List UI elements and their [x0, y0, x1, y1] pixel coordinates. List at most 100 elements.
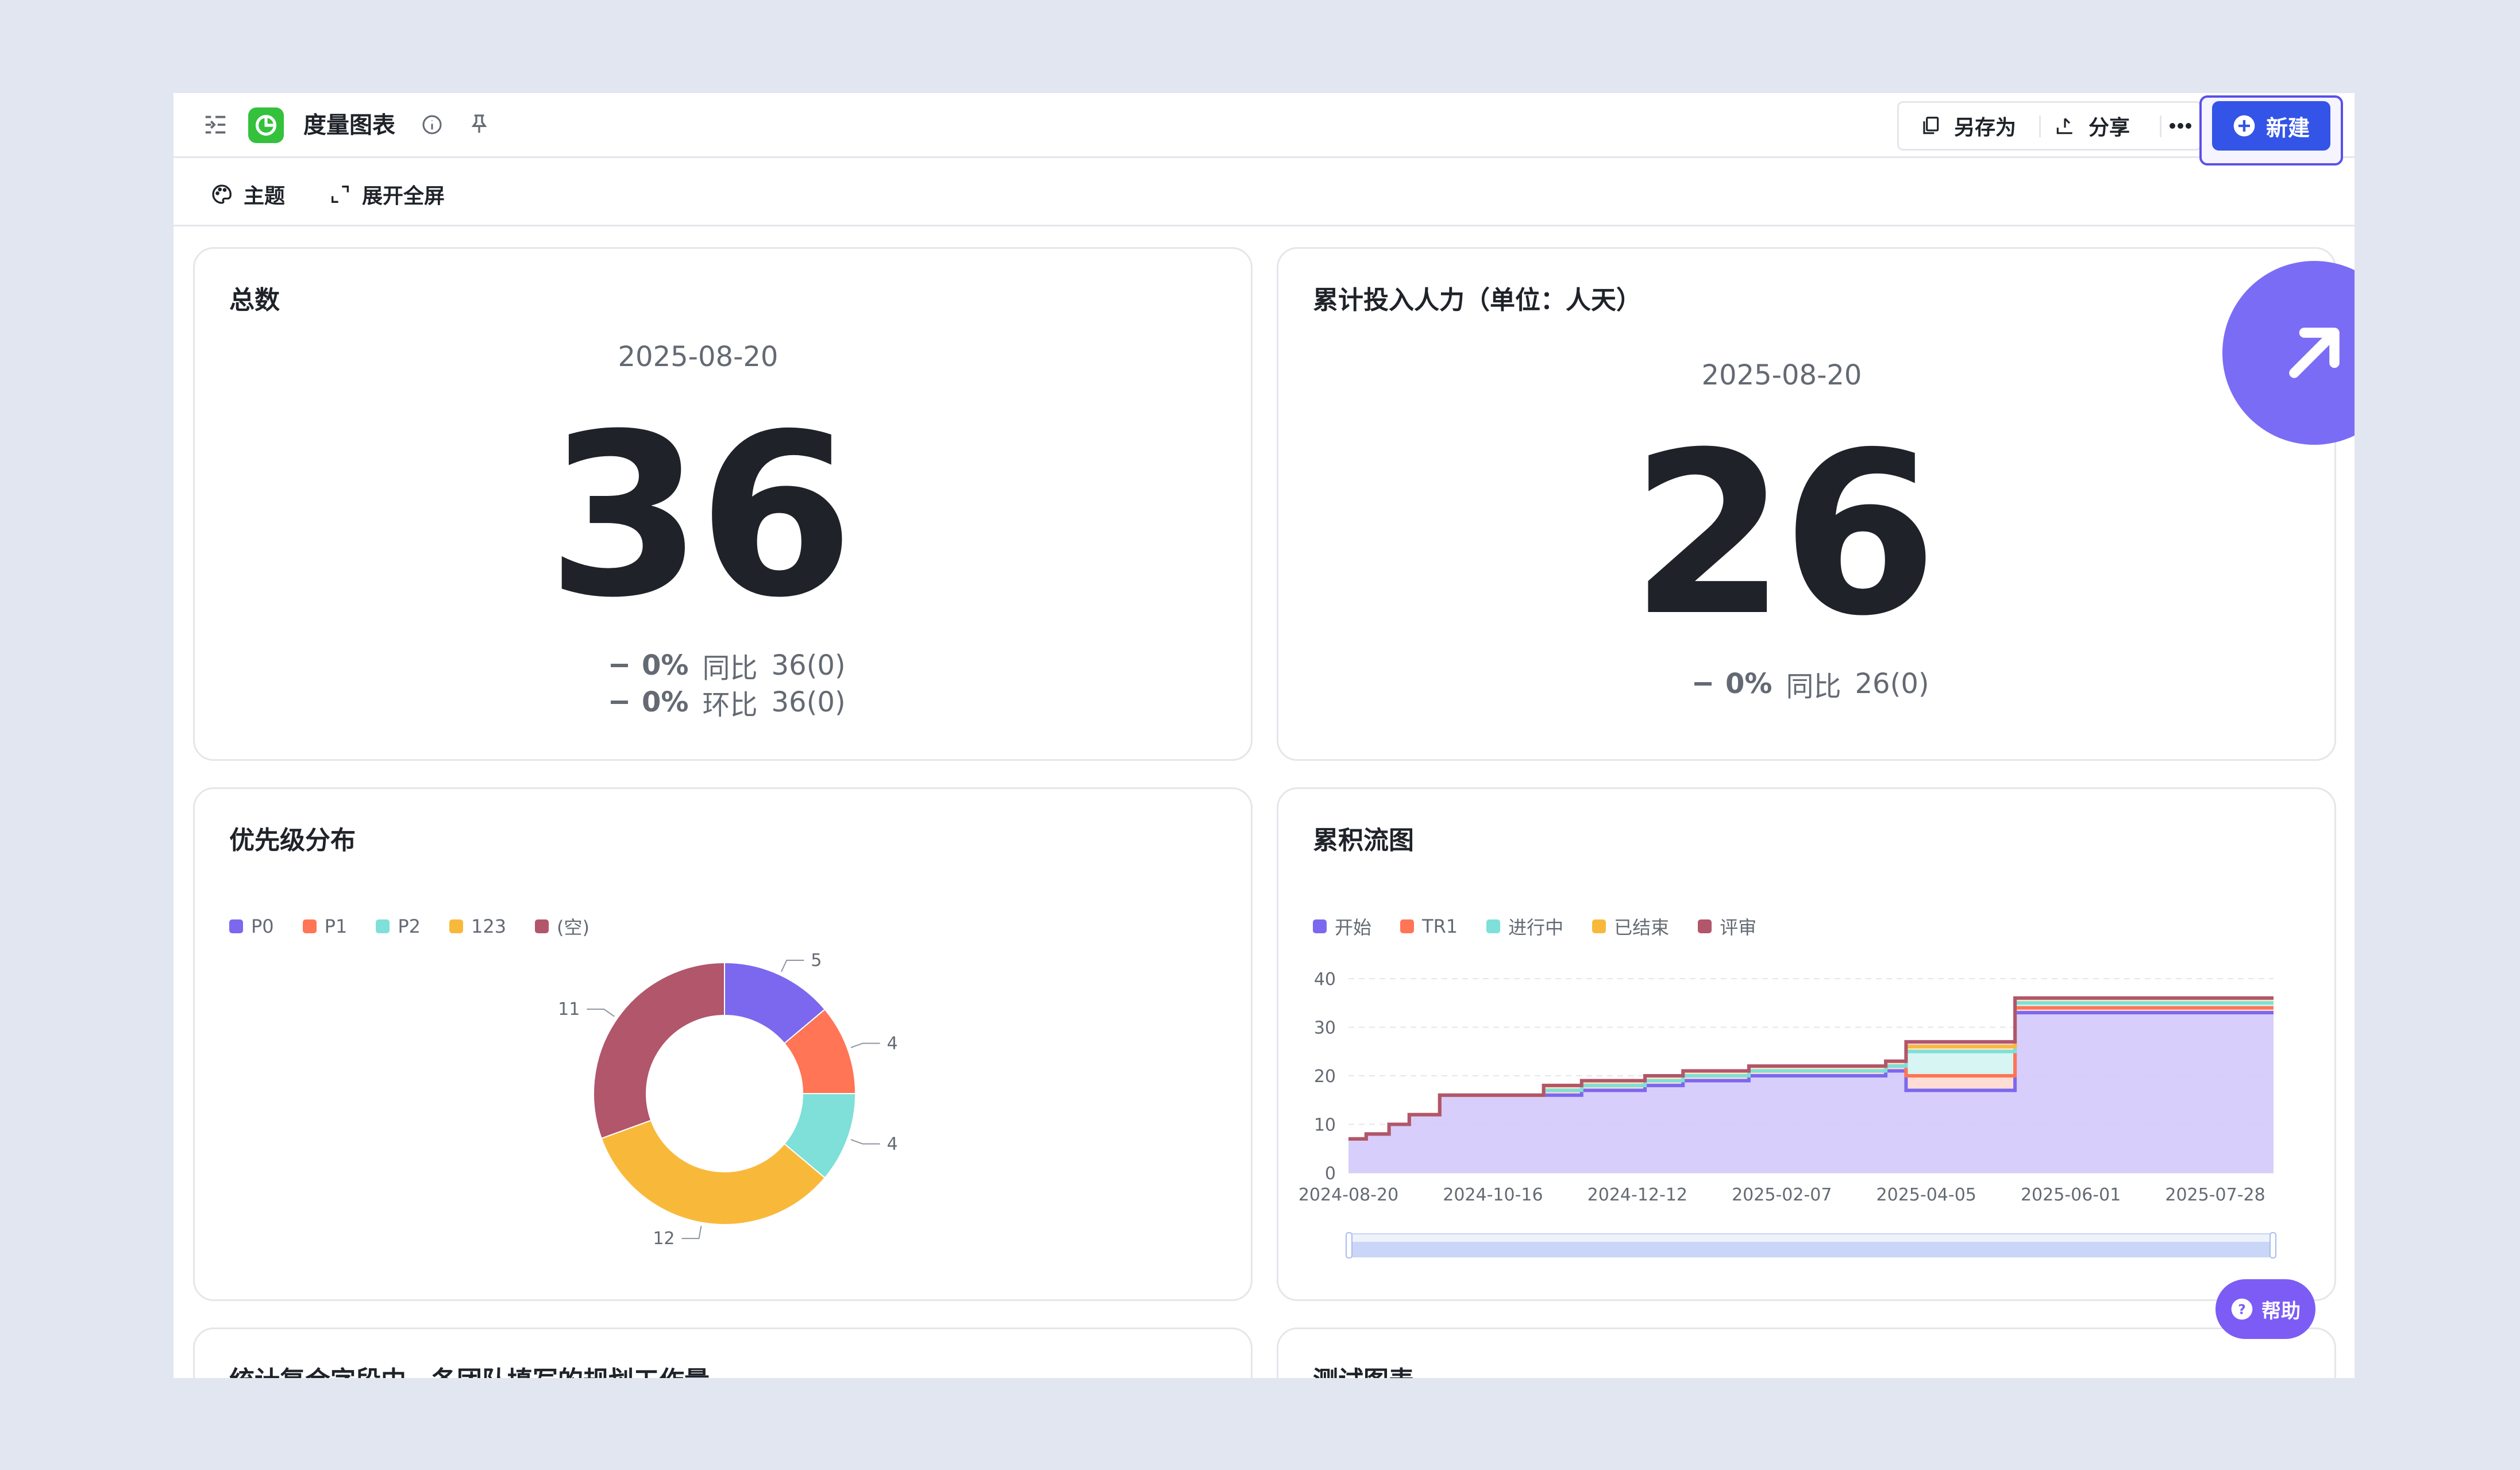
pie-label-line — [681, 1226, 702, 1240]
cfd-area-已结束 — [1348, 998, 2274, 1139]
save-as-button[interactable]: 另存为 — [1920, 103, 2016, 149]
test-chart-card: 测试图表 — [1277, 1327, 2336, 1378]
save-as-label: 另存为 — [1954, 116, 2017, 140]
pie-legend-item[interactable]: 123 — [449, 913, 506, 940]
x-tick-label: 2024-10-16 — [1443, 1185, 1543, 1205]
total-count-card: 总数 2025-08-20 36 0% 同比 36(0) 0% 环比 36(0) — [193, 247, 1253, 761]
info-icon[interactable] — [421, 113, 444, 136]
pie-label-line — [587, 1009, 615, 1017]
cfd-legend-item[interactable]: TR1 — [1400, 913, 1458, 940]
legend-swatch — [1698, 919, 1712, 933]
legend-swatch — [1400, 919, 1415, 933]
share-button[interactable]: 分享 — [2054, 103, 2130, 149]
legend-label: 开始 — [1335, 917, 1372, 938]
team-workload-card: 统计复合字段中，各团队填写的规划工作量 — [193, 1327, 1253, 1378]
pie-data-label: 5 — [811, 951, 822, 971]
x-tick-label: 2025-04-05 — [1876, 1185, 1976, 1205]
pie-label-line — [850, 1139, 880, 1145]
cumulative-flow-chart: 0 10 20 30 40 2024-08-20 2024-10-16 2024-12-12 2… — [1298, 969, 2276, 1259]
cfd-line-评审[interactable] — [1348, 996, 2274, 1141]
plus-circle-icon — [2233, 115, 2255, 137]
pie-data-label: 4 — [887, 1033, 898, 1053]
share-icon — [2056, 118, 2072, 134]
zoom-slider-preview — [1348, 1242, 2274, 1257]
priority-distribution-card: 优先级分布 P0 P1 P2 123 (空) 5 4 4 12 11 — [193, 787, 1253, 1301]
cfd-legend-item[interactable]: 评审 — [1698, 913, 1756, 940]
pie-legend-item[interactable]: P2 — [376, 913, 421, 940]
card-title: 优先级分布 — [229, 826, 356, 855]
legend-label: 评审 — [1720, 917, 1757, 938]
kpi-date: 2025-08-20 — [1701, 359, 1862, 391]
legend-label: 123 — [471, 915, 507, 937]
copy-icon — [1923, 117, 1939, 134]
dash-icon — [611, 664, 628, 667]
pie-legend-item[interactable]: P1 — [302, 913, 347, 940]
kpi-yoy-row: 0% 同比 26(0) — [1694, 664, 1929, 704]
cfd-area-TR1 — [1348, 1007, 2274, 1139]
zoom-handle-right[interactable] — [2269, 1232, 2276, 1259]
kpi-value: 26 — [1630, 404, 1938, 665]
cfd-area-开始 — [1348, 1013, 2274, 1173]
x-tick-label: 2025-06-01 — [2021, 1185, 2121, 1205]
pie-data-label: 11 — [558, 999, 580, 1019]
fullscreen-button[interactable]: 展开全屏 — [329, 178, 445, 210]
legend-swatch — [302, 919, 317, 933]
chart-legend: 开始 TR1 进行中 已结束 评审 — [1313, 913, 1785, 940]
app-window: 度量图表 另存为 分享 新建 — [174, 93, 2355, 1378]
yoy-percent: 0% — [1725, 668, 1773, 700]
y-tick-label: 40 — [1314, 969, 1336, 990]
more-button[interactable] — [2163, 103, 2198, 149]
legend-label: TR1 — [1422, 915, 1458, 937]
secondary-toolbar: 主题 展开全屏 — [174, 160, 2355, 226]
sidebar-toggle-icon[interactable] — [202, 111, 229, 138]
dash-icon — [1694, 682, 1712, 686]
donut-chart: 5 4 4 12 11 — [558, 951, 898, 1249]
y-tick-label: 0 — [1325, 1164, 1336, 1184]
dash-icon — [611, 701, 628, 704]
toolbar-button-group: 另存为 分享 — [1897, 101, 2202, 151]
x-tick-label: 2024-08-20 — [1298, 1185, 1398, 1205]
mom-label: 环比 — [702, 689, 758, 721]
legend-label: P0 — [251, 915, 274, 937]
legend-swatch — [449, 919, 463, 933]
yoy-value: 26(0) — [1855, 668, 1929, 700]
yoy-percent: 0% — [642, 649, 689, 682]
pie-legend-item[interactable]: (空) — [535, 913, 589, 940]
zoom-handle-left[interactable] — [1346, 1232, 1353, 1259]
kpi-yoy-row: 0% 同比 36(0) — [611, 645, 846, 686]
cfd-legend-item[interactable]: 开始 — [1313, 913, 1371, 940]
expand-icon — [332, 186, 349, 203]
cumulative-flow-card: 累积流图 开始 TR1 进行中 已结束 评审 0 10 20 30 40 2024-08-20 20… — [1277, 787, 2336, 1301]
arrow-up-right-icon — [2289, 328, 2340, 378]
help-icon: ? — [2231, 1298, 2253, 1320]
theme-button[interactable]: 主题 — [210, 178, 285, 210]
legend-swatch — [1313, 919, 1327, 933]
legend-swatch — [229, 919, 243, 933]
theme-label: 主题 — [244, 184, 286, 208]
cfd-legend-item[interactable]: 已结束 — [1592, 913, 1669, 940]
share-label: 分享 — [2089, 116, 2130, 140]
chart-logo-icon — [248, 107, 284, 143]
card-title: 累计投入人力（单位：人天） — [1313, 286, 1642, 315]
chart-legend: P0 P1 P2 123 (空) — [229, 913, 618, 940]
more-icon — [2170, 123, 2191, 129]
x-tick-label: 2025-02-07 — [1732, 1185, 1832, 1205]
pie-data-label: 12 — [653, 1229, 675, 1249]
new-button[interactable]: 新建 — [2212, 101, 2330, 151]
legend-swatch — [1592, 919, 1606, 933]
pin-icon[interactable] — [468, 113, 491, 136]
legend-label: (空) — [557, 917, 590, 938]
legend-label: P2 — [398, 915, 421, 937]
pie-legend-item[interactable]: P0 — [229, 913, 274, 940]
card-title: 测试图表 — [1313, 1364, 1414, 1378]
pie-data-label: 4 — [887, 1134, 898, 1155]
cfd-legend-item[interactable]: 进行中 — [1486, 913, 1563, 940]
mom-value: 36(0) — [771, 686, 846, 718]
new-label: 新建 — [2265, 115, 2310, 141]
card-title: 累积流图 — [1313, 826, 1414, 855]
pie-slice-(空)[interactable] — [593, 961, 725, 1140]
fullscreen-label: 展开全屏 — [362, 184, 445, 208]
help-button[interactable]: ? 帮助 — [2215, 1279, 2315, 1339]
pie-slice-123[interactable] — [600, 1119, 826, 1225]
card-title: 总数 — [229, 286, 280, 315]
